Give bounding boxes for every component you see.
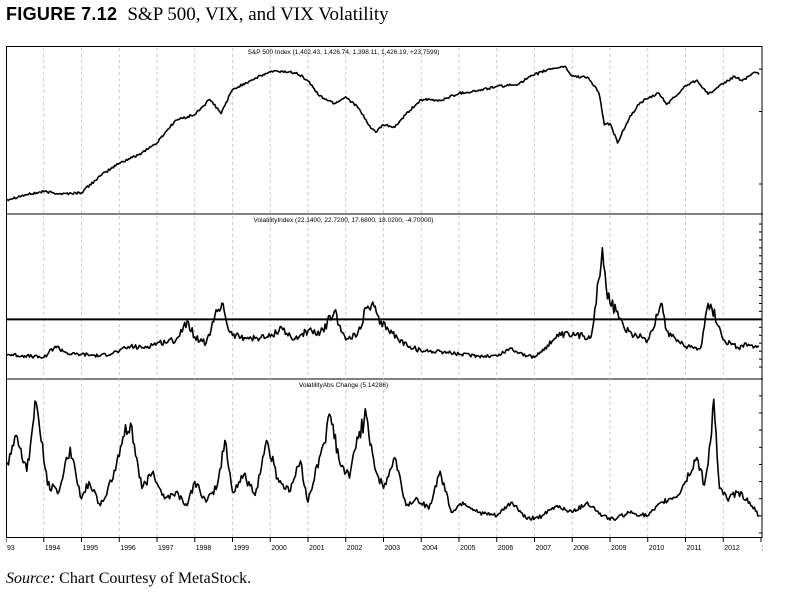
x-tick-label: 2012	[724, 545, 740, 552]
x-tick-label: 1999	[234, 545, 250, 552]
x-tick-label: 2010	[649, 545, 665, 552]
source-note: Source: Chart Courtesy of MetaStock.	[6, 570, 251, 588]
x-tick-label: 1994	[45, 545, 61, 552]
source-label: Source:	[6, 570, 56, 587]
x-tick-label: 2	[762, 545, 763, 552]
series-line	[5, 398, 760, 522]
chart-area: 93 1994 1995 1996 1997 1998 1999 2000 2001 2002 20…	[5, 46, 781, 552]
x-tick-label: 2002	[347, 545, 363, 552]
x-tick-label: 2000	[271, 545, 287, 552]
panel-title: S&P 500 Index (1,402.43, 1,426.74, 1,398…	[248, 49, 440, 56]
figure-title: FIGURE 7.12 S&P 500, VIX, and VIX Volatil…	[6, 4, 389, 26]
chart-frame	[6, 46, 763, 538]
x-tick-label: 2005	[460, 545, 476, 552]
panel-title: VolatilityIndex (22.1400, 22.7200, 17.68…	[254, 217, 434, 224]
x-tick-label: 2009	[611, 545, 627, 552]
source-text: Chart Courtesy of MetaStock.	[59, 570, 252, 587]
series-line	[5, 65, 760, 202]
figure-caption: S&P 500, VIX, and VIX Volatility	[127, 4, 389, 25]
x-tick-label: 2008	[573, 545, 589, 552]
x-tick-label: 93	[7, 545, 15, 552]
figure-number: FIGURE 7.12	[6, 4, 118, 24]
x-tick-label: 2001	[309, 545, 325, 552]
x-tick-label: 2006	[498, 545, 514, 552]
x-tick-label: 1996	[120, 545, 136, 552]
x-tick-label: 2004	[422, 545, 438, 552]
x-tick-label: 1998	[196, 545, 212, 552]
x-tick-label: 2007	[536, 545, 552, 552]
x-tick-label: 1997	[158, 545, 174, 552]
x-tick-label: 2011	[687, 545, 702, 552]
chart-svg: 93 1994 1995 1996 1997 1998 1999 2000 2001 2002 20…	[5, 46, 781, 552]
series-line	[5, 247, 760, 359]
x-tick-label: 2003	[385, 545, 401, 552]
panel-title: VolatilityAbs Change (5.14286)	[299, 382, 388, 389]
x-tick-label: 1995	[83, 545, 99, 552]
